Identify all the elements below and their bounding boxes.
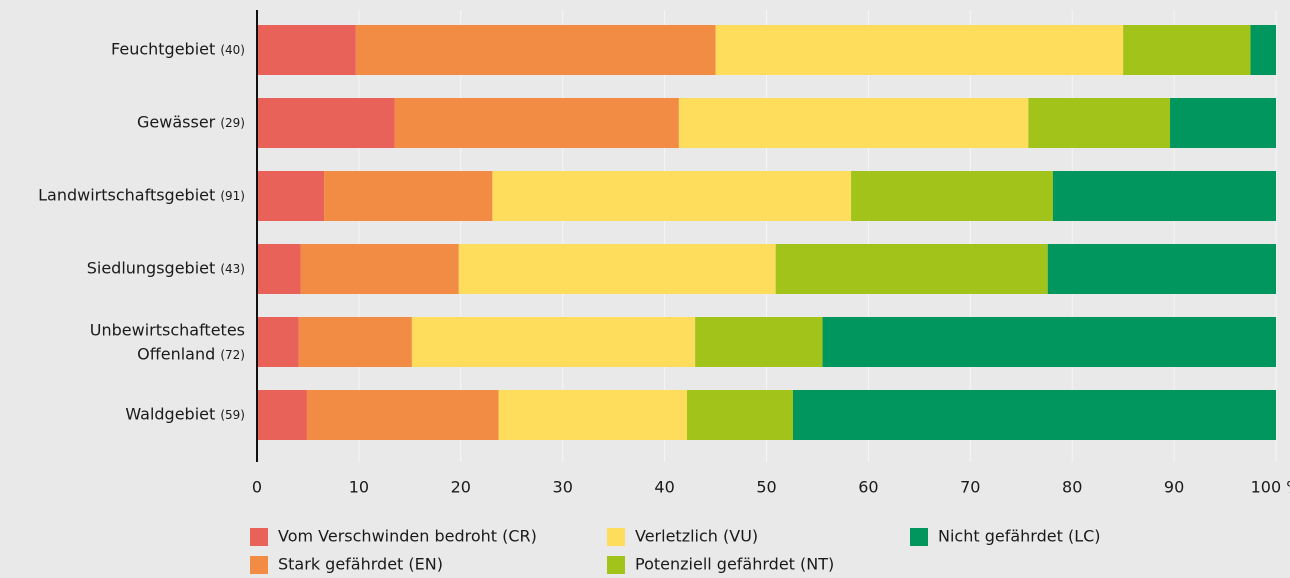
bar-segment <box>257 317 299 367</box>
bar-segment <box>492 171 852 221</box>
bar-segment <box>394 98 679 148</box>
bar-segment <box>498 390 688 440</box>
legend-label: Stark gefährdet (EN) <box>278 555 443 574</box>
bar-segment <box>324 171 493 221</box>
category-count: (40) <box>220 43 245 57</box>
bar-segment <box>775 244 1048 294</box>
bar-segment <box>695 317 823 367</box>
x-tick-label: 0 <box>252 478 262 497</box>
bar-segment <box>715 25 1124 75</box>
legend-swatch <box>607 556 625 574</box>
category-label: Gewässer (29) <box>137 113 245 132</box>
bar-segment <box>1047 244 1276 294</box>
bar-segment <box>678 98 1029 148</box>
bar-segment <box>300 244 459 294</box>
x-tick-label: 20 <box>451 478 471 497</box>
bar-segment <box>822 317 1276 367</box>
category-name: Offenland (72) <box>137 345 245 364</box>
bar-segment <box>1123 25 1251 75</box>
x-tick-label: 60 <box>858 478 878 497</box>
category-label: Unbewirtschaftetes Offenland (72) <box>90 321 245 364</box>
legend-label: Verletzlich (VU) <box>635 527 758 546</box>
bar-segment <box>257 390 307 440</box>
bar-segment <box>458 244 776 294</box>
legend-swatch <box>910 528 928 546</box>
bar-segment <box>1170 98 1276 148</box>
bar-segment <box>411 317 696 367</box>
bar-segment <box>257 98 395 148</box>
x-tick-label: 30 <box>553 478 573 497</box>
category-label: Waldgebiet (59) <box>125 405 245 424</box>
category-label: Landwirtschaftsgebiet (91) <box>38 186 245 205</box>
bar-segment <box>1028 98 1171 148</box>
legend-label: Vom Verschwinden bedroht (CR) <box>278 527 537 546</box>
x-tick-label: 90 <box>1164 478 1184 497</box>
x-tick-label: 40 <box>654 478 674 497</box>
category-name: Gewässer (29) <box>137 113 245 132</box>
legend-label: Potenziell gefährdet (NT) <box>635 555 834 574</box>
legend-swatch <box>250 556 268 574</box>
bar-segment <box>306 390 499 440</box>
legend-swatch <box>250 528 268 546</box>
category-label: Feuchtgebiet (40) <box>111 40 245 59</box>
x-tick-label: 100 % <box>1251 478 1290 497</box>
bar-segment <box>851 171 1053 221</box>
legend-label: Nicht gefährdet (LC) <box>938 527 1101 546</box>
category-count: (91) <box>220 189 245 203</box>
category-count: (29) <box>220 116 245 130</box>
category-count: (43) <box>220 262 245 276</box>
category-name: Unbewirtschaftetes <box>90 321 245 340</box>
bar-segment <box>298 317 412 367</box>
x-tick-label: 80 <box>1062 478 1082 497</box>
category-count: (72) <box>220 348 245 362</box>
bar-segment <box>687 390 793 440</box>
x-tick-label: 10 <box>349 478 369 497</box>
bar-segment <box>257 244 301 294</box>
bar-segment <box>257 171 325 221</box>
x-tick-label: 50 <box>756 478 776 497</box>
bar-segment <box>355 25 716 75</box>
legend-swatch <box>607 528 625 546</box>
x-tick-label: 70 <box>960 478 980 497</box>
category-name: Waldgebiet (59) <box>125 405 245 424</box>
category-name: Landwirtschaftsgebiet (91) <box>38 186 245 205</box>
category-label: Siedlungsgebiet (43) <box>87 259 245 278</box>
category-name: Siedlungsgebiet (43) <box>87 259 245 278</box>
category-count: (59) <box>220 408 245 422</box>
bar-segment <box>792 390 1276 440</box>
bar-segment <box>257 25 356 75</box>
bar-segment <box>1052 171 1276 221</box>
bar-segment <box>1250 25 1276 75</box>
category-name: Feuchtgebiet (40) <box>111 40 245 59</box>
